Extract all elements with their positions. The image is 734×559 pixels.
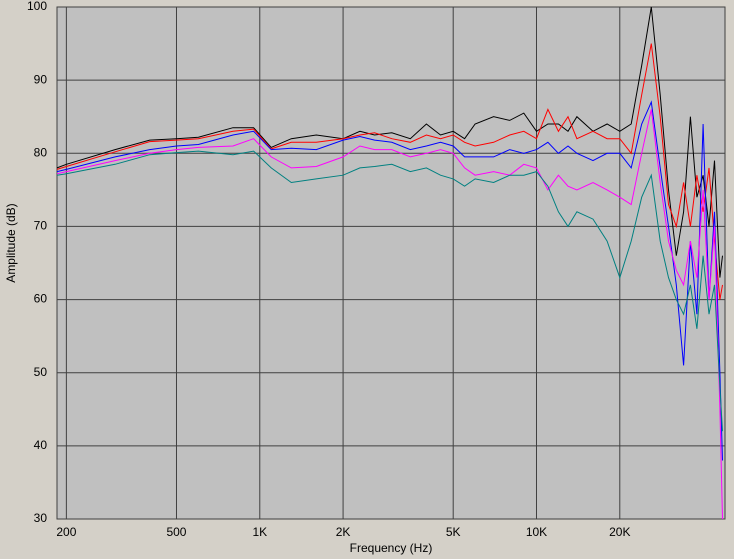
x-tick-label: 1K [252,525,267,539]
y-tick-label: 60 [34,292,48,306]
y-tick-label: 70 [34,219,48,233]
y-tick-label: 90 [34,72,48,86]
series-line [56,43,723,300]
x-tick-label: 2K [336,525,351,539]
series-line [56,109,723,520]
x-axis-title: Frequency (Hz) [350,541,433,555]
plot-area [56,6,726,520]
x-tick-label: 500 [166,525,186,539]
y-tick-label: 100 [27,0,47,13]
y-tick-label: 80 [34,145,48,159]
x-tick-label: 10K [526,525,547,539]
series-line [56,6,723,278]
y-tick-label: 30 [34,511,48,525]
series-line [56,100,723,461]
y-axis-title: Amplitude (dB) [4,203,18,282]
series-line [56,150,723,432]
x-tick-label: 5K [446,525,461,539]
y-tick-label: 50 [34,365,48,379]
x-tick-label: 200 [56,525,76,539]
y-tick-label: 40 [34,438,48,452]
x-tick-label: 20K [609,525,630,539]
